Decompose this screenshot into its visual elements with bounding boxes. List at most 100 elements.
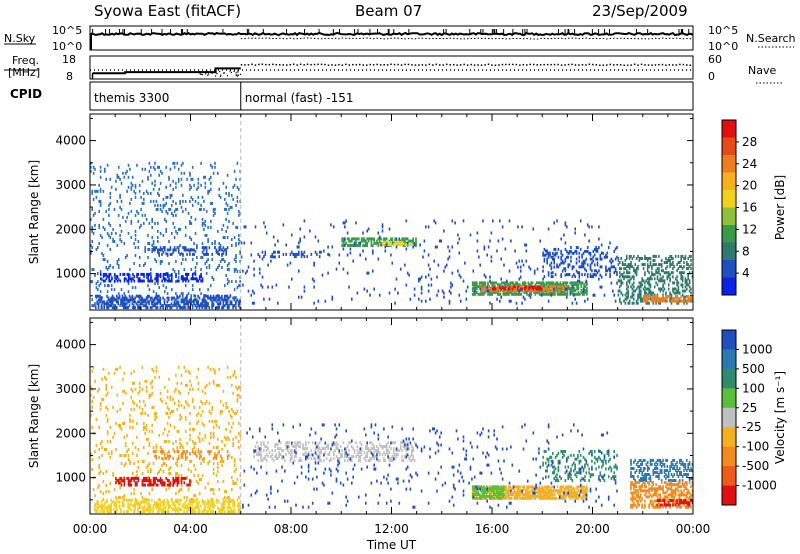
power-cell	[680, 259, 682, 262]
power-cell	[124, 256, 127, 259]
velocity-cell	[226, 456, 229, 460]
power-cell	[674, 291, 677, 295]
power-cell	[530, 281, 532, 285]
velocity-cell	[193, 446, 195, 449]
power-cell	[204, 306, 206, 310]
velocity-cell	[150, 393, 152, 397]
power-cell	[567, 263, 569, 267]
power-cell	[406, 244, 409, 247]
power-cell	[111, 294, 114, 298]
power-cell	[624, 275, 627, 279]
power-cell	[404, 237, 406, 241]
power-cell	[583, 285, 585, 289]
velocity-cell	[117, 479, 120, 483]
power-cell	[528, 265, 530, 269]
power-cell	[282, 223, 285, 227]
power-cell	[491, 285, 493, 289]
nave-dot	[432, 64, 434, 66]
power-cell	[583, 292, 585, 296]
velocity-cell	[180, 508, 183, 512]
power-cell	[272, 235, 275, 239]
power-cell	[145, 302, 148, 306]
velocity-cell	[148, 476, 151, 480]
power-cell	[633, 269, 635, 273]
power-cell	[626, 275, 628, 279]
power-cell	[565, 281, 567, 285]
velocity-cell	[124, 444, 127, 447]
velocity-cell	[116, 510, 118, 514]
velocity-cell	[205, 383, 208, 387]
nave-dot	[637, 64, 639, 66]
velocity-cell	[274, 445, 276, 449]
velocity-cell	[191, 399, 194, 403]
power-cell	[586, 290, 588, 294]
power-cell	[451, 283, 454, 287]
power-cell	[640, 283, 642, 287]
power-cell	[521, 287, 523, 291]
power-cell	[676, 269, 678, 273]
power-cell	[112, 266, 114, 269]
power-cell	[198, 296, 201, 300]
power-cell	[225, 191, 227, 195]
velocity-cell	[172, 448, 174, 451]
power-cell	[169, 195, 172, 199]
velocity-cell	[193, 510, 195, 514]
power-cell	[348, 244, 350, 247]
power-cell	[575, 269, 578, 273]
power-cell	[440, 239, 442, 243]
power-cell	[598, 246, 600, 249]
velocity-cell	[338, 459, 341, 463]
power-cell	[161, 252, 163, 256]
velocity-cell	[391, 441, 394, 445]
power-cell	[92, 268, 95, 271]
power-cell	[576, 292, 578, 296]
power-cell	[140, 223, 142, 227]
power-cell	[367, 271, 370, 275]
power-cell	[626, 265, 628, 269]
power-cell	[237, 304, 240, 308]
power-cell	[566, 249, 568, 253]
velocity-cell	[145, 423, 148, 427]
velocity-cell	[194, 452, 197, 456]
power-cell	[646, 281, 649, 285]
velocity-cell	[212, 435, 215, 439]
velocity-cell	[285, 443, 287, 447]
power-cell	[628, 257, 631, 260]
power-cell	[191, 306, 194, 310]
velocity-cell	[346, 445, 349, 449]
power-cell	[553, 285, 555, 289]
velocity-cell	[164, 385, 166, 389]
power-cell	[257, 252, 260, 256]
velocity-cell	[334, 443, 336, 447]
power-cell	[564, 223, 567, 227]
power-cell	[214, 161, 216, 165]
velocity-cell	[256, 453, 258, 457]
velocity-cell	[127, 476, 130, 480]
velocity-cell	[208, 419, 211, 423]
power-cell	[162, 203, 165, 207]
power-cell	[211, 306, 213, 310]
power-cell	[489, 289, 491, 293]
power-cell	[584, 267, 586, 271]
power-cell	[218, 302, 220, 306]
power-cell	[605, 255, 607, 259]
velocity-cell	[180, 403, 183, 407]
velocity-cell	[152, 462, 155, 465]
power-cell	[644, 281, 646, 285]
power-cell	[183, 298, 186, 302]
power-cell	[203, 221, 205, 225]
power-cell	[169, 252, 172, 256]
power-cell	[439, 239, 441, 243]
power-cell	[627, 285, 629, 289]
power-cell	[155, 294, 157, 298]
power-cell	[239, 199, 241, 203]
power-cell	[645, 291, 648, 295]
velocity-cell	[184, 417, 187, 421]
power-cell	[127, 185, 130, 189]
power-cell	[517, 285, 520, 289]
power-cell	[524, 283, 527, 287]
power-cell	[528, 289, 530, 293]
power-cell	[191, 300, 194, 304]
power-cell	[351, 239, 353, 243]
velocity-cell	[235, 411, 237, 415]
